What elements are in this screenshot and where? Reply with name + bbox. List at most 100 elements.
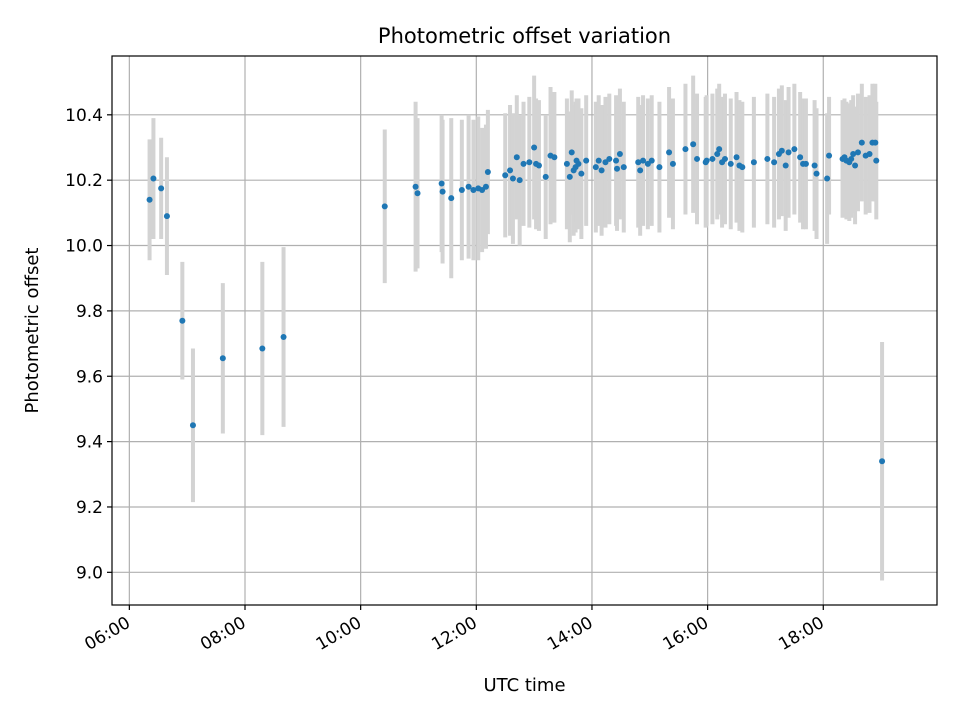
data-point [703, 157, 710, 164]
data-point [791, 146, 798, 153]
data-point [620, 164, 627, 171]
data-point [669, 160, 676, 167]
data-point [690, 141, 697, 148]
data-point [412, 183, 419, 190]
data-point [879, 458, 886, 465]
data-point [750, 159, 757, 166]
x-tick-label: 10:00 [313, 613, 365, 655]
data-point [439, 188, 446, 195]
y-tick-label: 9.2 [76, 498, 103, 518]
y-tick-label: 10.4 [65, 106, 103, 126]
data-point [158, 185, 165, 192]
data-point [824, 175, 831, 182]
x-tick-label: 14:00 [544, 613, 596, 655]
data-point [438, 180, 445, 187]
data-point [507, 167, 514, 174]
data-point [606, 155, 613, 162]
data-point [694, 155, 701, 162]
data-point [852, 162, 859, 169]
data-point [575, 160, 582, 167]
data-point [682, 146, 689, 153]
y-tick-label: 9.4 [76, 433, 103, 453]
data-point [259, 345, 266, 352]
data-point [482, 183, 489, 190]
data-point [826, 152, 833, 159]
data-point [802, 160, 809, 167]
data-point [785, 149, 792, 156]
data-point [727, 160, 734, 167]
data-point [551, 154, 558, 161]
data-point [635, 159, 642, 166]
x-tick-label: 18:00 [775, 613, 827, 655]
data-point [189, 422, 196, 429]
y-tick-label: 9.0 [76, 563, 103, 583]
data-point [470, 186, 477, 193]
data-point [542, 173, 549, 180]
data-point [778, 147, 785, 154]
data-point [458, 186, 465, 193]
data-point [613, 157, 620, 164]
data-point [583, 157, 590, 164]
data-point [179, 317, 186, 324]
data-point [526, 159, 533, 166]
data-point [598, 167, 605, 174]
x-axis-label: UTC time [483, 675, 565, 696]
data-point [866, 151, 873, 158]
data-point [873, 157, 880, 164]
data-point [782, 162, 789, 169]
data-point [733, 154, 740, 161]
data-points [146, 139, 886, 465]
data-point [813, 170, 820, 177]
data-point [516, 177, 523, 184]
data-point [656, 164, 663, 171]
data-point [520, 160, 527, 167]
x-tick-label: 16:00 [660, 613, 712, 655]
data-point [614, 165, 621, 172]
data-point [721, 155, 728, 162]
errorbars [147, 75, 885, 581]
data-point [414, 190, 421, 197]
data-point [163, 213, 170, 220]
data-point [502, 172, 509, 179]
data-point [595, 157, 602, 164]
data-point [509, 175, 516, 182]
data-point [280, 334, 287, 341]
data-point [764, 155, 771, 162]
data-point [771, 159, 778, 166]
y-tick-label: 9.8 [76, 302, 103, 322]
data-point [716, 146, 723, 153]
y-axis-label: Photometric offset [22, 248, 43, 414]
data-point [811, 162, 818, 169]
x-tick-label: 06:00 [81, 613, 133, 655]
y-tick-label: 9.6 [76, 367, 103, 387]
data-point [448, 195, 455, 202]
data-point [666, 149, 673, 156]
data-point [797, 154, 804, 161]
data-point [616, 151, 623, 158]
data-point [739, 164, 746, 171]
data-point [848, 155, 855, 162]
data-point [381, 203, 388, 210]
data-point [648, 157, 655, 164]
data-point [709, 155, 716, 162]
data-point [566, 173, 573, 180]
data-point [578, 170, 585, 177]
data-point [219, 355, 226, 362]
data-point [531, 144, 538, 151]
y-tick-label: 10.0 [65, 237, 103, 257]
chart-title: Photometric offset variation [378, 24, 671, 48]
y-tick-label: 10.2 [65, 171, 103, 191]
data-point [484, 169, 491, 176]
data-point [858, 139, 865, 146]
x-tick-label: 08:00 [197, 613, 249, 655]
plot-frame [111, 55, 938, 606]
data-point [640, 157, 647, 164]
data-point [465, 183, 472, 190]
data-point [714, 151, 721, 158]
data-point [854, 149, 861, 156]
data-point [150, 175, 157, 182]
data-point [872, 139, 879, 146]
data-point [850, 151, 857, 158]
data-point [563, 160, 570, 167]
